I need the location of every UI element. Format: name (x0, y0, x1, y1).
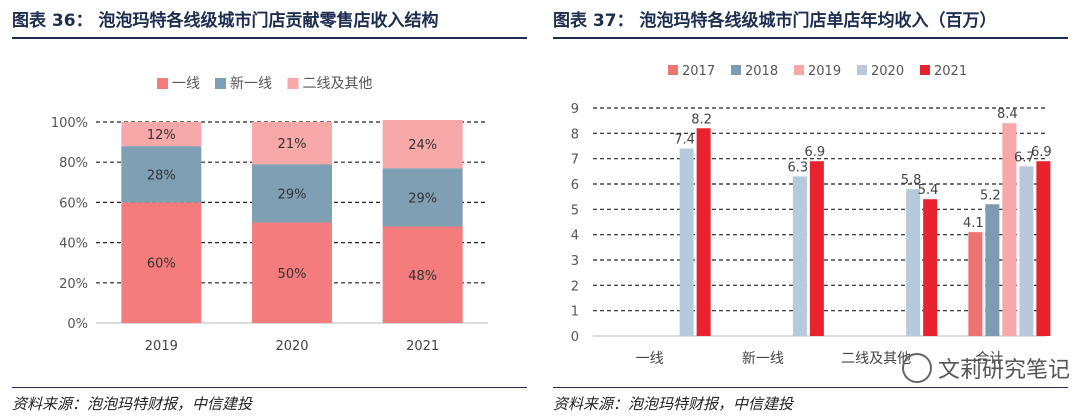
legend-swatch-0 (668, 65, 678, 75)
y-tick-label-8: 8 (571, 127, 579, 142)
bar-2021-一线 (382, 226, 463, 323)
bar-2019-新一线 (121, 146, 202, 203)
legend-label-2: 2019 (808, 64, 841, 79)
right-chart-title: 图表 37： 泡泡玛特各线级城市门店单店年均收入（百万） (553, 11, 997, 31)
bar-一线-2021 (696, 128, 711, 336)
data-label: 50% (278, 267, 307, 282)
y-tick-label-7: 7 (571, 153, 579, 168)
y-tick-label-2: 2 (571, 279, 579, 294)
left-source-note: 资料来源：泡泡玛特财报，中信建投 (12, 395, 253, 413)
bar-2021-新一线 (382, 168, 463, 227)
y-tick-label-3: 60% (59, 196, 88, 211)
bar-新一线-2021 (809, 161, 824, 336)
bar-2020-二线及其他 (252, 122, 332, 165)
legend-swatch-1 (731, 65, 741, 75)
right-bottom-rule (553, 387, 1068, 388)
legend-label-0: 2017 (682, 64, 715, 79)
bar-合计-2019 (1002, 123, 1017, 336)
data-label: 12% (147, 128, 176, 143)
legend-label-1: 新一线 (230, 76, 272, 92)
y-tick-label-0: 0 (571, 330, 579, 345)
watermark-text: 文莉研究笔记 (937, 358, 1070, 383)
data-label: 60% (147, 257, 176, 272)
data-label: 4.1 (963, 216, 984, 231)
bar-合计-2017 (968, 232, 983, 336)
bar-二线及其他-2021 (923, 199, 938, 336)
watermark: 文莉研究笔记 (901, 352, 1070, 384)
y-tick-label-9: 9 (571, 102, 579, 117)
y-tick-label-3: 3 (571, 254, 579, 269)
bar-2020-新一线 (252, 164, 332, 223)
bar-一线-2020 (679, 148, 694, 336)
data-label: 28% (147, 168, 176, 183)
data-label: 7.4 (674, 133, 695, 148)
data-label: 21% (278, 137, 307, 152)
data-label: 48% (408, 269, 437, 284)
legend-label-3: 2020 (871, 64, 904, 79)
legend-swatch-3 (857, 65, 867, 75)
data-label: 8.4 (997, 107, 1018, 122)
data-label: 6.3 (788, 160, 809, 175)
data-label: 24% (408, 138, 437, 153)
bar-合计-2020 (1019, 166, 1034, 336)
data-label: 6.7 (1014, 150, 1035, 165)
data-label: 29% (408, 191, 437, 206)
bar-合计-2021 (1036, 161, 1051, 336)
right-grouped-bar-chart: 2017 2018 2019 2020 2021 0 1 2 3 4 5 6 7 8 9 7.4 8.2 一线 6.… (571, 64, 1052, 367)
legend-label-0: 一线 (172, 76, 200, 92)
legend-label-4: 2021 (934, 64, 967, 79)
bar-2020-一线 (252, 222, 332, 323)
bar-2021-二线及其他 (382, 119, 463, 169)
data-label: 5.4 (918, 183, 939, 198)
data-label: 5.8 (901, 173, 922, 188)
x-tick-label-2: 二线及其他 (841, 351, 911, 367)
data-label: 6.9 (1031, 145, 1052, 160)
data-label: 5.2 (980, 188, 1001, 203)
y-tick-label-5: 100% (51, 116, 88, 131)
x-tick-label-3: 合计 (975, 351, 1003, 367)
bar-2019-二线及其他 (121, 122, 202, 147)
right-title-rule (553, 37, 1068, 39)
y-tick-label-4: 4 (571, 229, 579, 244)
x-tick-label-0: 一线 (636, 351, 664, 367)
right-source-note: 资料来源：泡泡玛特财报，中信建投 (553, 395, 794, 413)
bar-合计-2018 (985, 204, 1000, 336)
legend-swatch-0 (157, 78, 168, 89)
legend-label-2: 二线及其他 (303, 76, 373, 92)
x-tick-label-1: 2020 (275, 339, 308, 354)
legend-swatch-2 (287, 78, 299, 89)
left-bottom-rule (12, 387, 527, 388)
x-tick-label-2: 2021 (406, 339, 439, 354)
data-label: 29% (278, 187, 307, 202)
wechat-icon (901, 353, 932, 383)
data-label: 6.9 (805, 145, 826, 160)
x-tick-label-0: 2019 (145, 339, 178, 354)
y-tick-label-1: 20% (59, 277, 88, 292)
legend-swatch-4 (920, 65, 930, 75)
y-tick-label-1: 1 (571, 305, 579, 320)
left-chart-title: 图表 36： 泡泡玛特各线级城市门店贡献零售店收入结构 (12, 11, 439, 31)
data-label: 8.2 (691, 112, 712, 127)
x-tick-label-1: 新一线 (742, 351, 784, 367)
bar-二线及其他-2020 (906, 189, 921, 336)
y-tick-label-4: 80% (59, 156, 88, 171)
y-tick-label-0: 0% (67, 317, 88, 332)
bar-2019-一线 (121, 202, 202, 323)
bar-新一线-2020 (792, 176, 807, 336)
y-tick-label-2: 40% (59, 237, 88, 252)
left-title-rule (12, 37, 527, 39)
left-stacked-bar-chart: 一线 新一线 二线及其他 0% 20% 40% 60% 80% 100% 60% 28% 12% 201… (51, 76, 488, 354)
y-tick-label-6: 6 (571, 178, 579, 193)
y-tick-label-5: 5 (571, 203, 579, 218)
legend-swatch-2 (794, 65, 804, 75)
legend-label-1: 2018 (745, 64, 778, 79)
legend-swatch-1 (215, 78, 226, 89)
